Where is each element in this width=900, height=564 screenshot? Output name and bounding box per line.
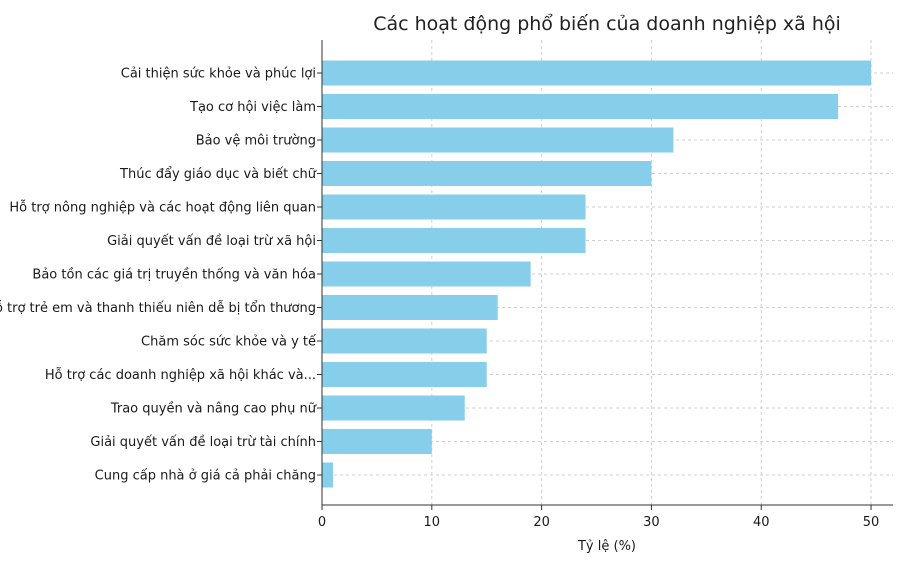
category-label: Giải quyết vấn đề loại trừ tài chính — [90, 435, 316, 450]
x-axis-label: Tỷ lệ (%) — [577, 539, 636, 554]
category-label: Cải thiện sức khỏe và phúc lợi — [121, 67, 316, 82]
category-label: Trao quyền và nâng cao phụ nữ — [110, 402, 317, 417]
category-label: Bảo tồn các giá trị truyền thống và văn … — [32, 268, 316, 283]
bar — [322, 429, 432, 454]
category-labels: Cải thiện sức khỏe và phúc lợi Tạo cơ hội… — [0, 67, 317, 484]
axes — [317, 40, 893, 510]
category-label: Thúc đẩy giáo dục và biết chữ — [119, 167, 317, 182]
bar — [322, 228, 586, 253]
category-label: Hỗ trợ nông nghiệp và các hoạt động liên… — [9, 201, 316, 216]
bar — [322, 161, 652, 186]
category-label: Bảo vệ môi trường — [196, 134, 316, 149]
bar — [322, 127, 674, 153]
chart-title: Các hoạt động phổ biến của doanh nghiệp … — [373, 13, 841, 35]
bar — [322, 194, 586, 220]
x-tick-label: 50 — [863, 515, 880, 530]
x-tick-label: 10 — [424, 515, 441, 530]
category-label: Cung cấp nhà ở giá cả phải chăng — [95, 469, 316, 484]
bar — [322, 94, 839, 119]
category-label: Chăm sóc sức khỏe và y tế — [141, 335, 316, 350]
bar — [322, 60, 872, 86]
bar — [322, 261, 531, 287]
category-label: Hỗ trợ trẻ em và thanh thiếu niên dễ bị … — [0, 301, 316, 316]
x-tick-labels: 0 10 20 30 40 50 — [318, 515, 879, 530]
category-label: Giải quyết vấn đề loại trừ xã hội — [107, 234, 316, 249]
x-tick-label: 20 — [533, 515, 550, 530]
bar — [322, 462, 333, 488]
bar — [322, 328, 487, 354]
x-tick-label: 0 — [318, 515, 326, 530]
bar — [322, 395, 465, 421]
category-label: Tạo cơ hội việc làm — [189, 100, 316, 115]
category-label: Hỗ trợ các doanh nghiệp xã hội khác và..… — [45, 368, 316, 383]
bar — [322, 295, 498, 320]
x-tick-label: 40 — [753, 515, 770, 530]
bars — [322, 60, 872, 488]
x-tick-label: 30 — [643, 515, 660, 530]
bar — [322, 362, 487, 387]
